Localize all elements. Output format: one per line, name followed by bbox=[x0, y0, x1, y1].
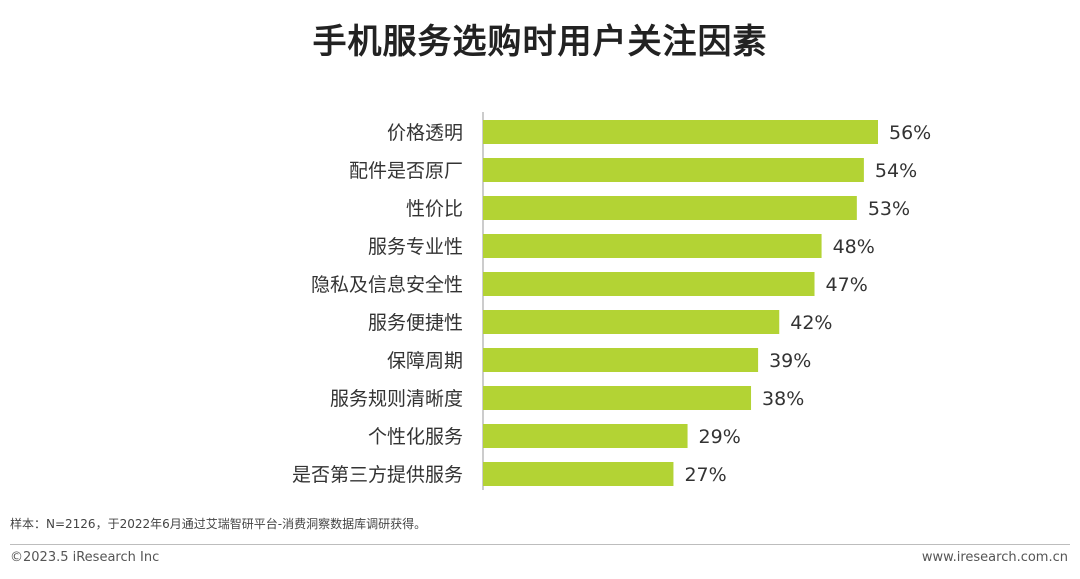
source-note: 样本：N=2126，于2022年6月通过艾瑞智研平台-消费洞察数据库调研获得。 bbox=[10, 517, 427, 531]
bar bbox=[483, 158, 864, 182]
value-label: 27% bbox=[684, 464, 726, 486]
bar bbox=[483, 462, 674, 486]
horizontal-bar-chart: 价格透明 56% 配件是否原厂 54% 性价比 53% 服务专业性 48% 隐私及信息安全性 47… bbox=[292, 112, 931, 490]
bar bbox=[483, 272, 815, 296]
category-label: 性价比 bbox=[406, 198, 463, 220]
category-label: 保障周期 bbox=[387, 350, 463, 372]
value-label: 54% bbox=[875, 160, 917, 182]
chart-title: 手机服务选购时用户关注因素 bbox=[312, 22, 768, 62]
category-label: 是否第三方提供服务 bbox=[292, 464, 463, 486]
bar bbox=[483, 310, 780, 334]
bar bbox=[483, 234, 822, 258]
bar bbox=[483, 424, 688, 448]
value-label: 29% bbox=[699, 426, 741, 448]
bar bbox=[483, 348, 759, 372]
footer-divider bbox=[10, 544, 1070, 545]
value-label: 48% bbox=[833, 236, 875, 258]
category-label: 价格透明 bbox=[387, 122, 463, 144]
value-label: 56% bbox=[889, 122, 931, 144]
category-label: 个性化服务 bbox=[368, 426, 463, 448]
bar bbox=[483, 120, 878, 144]
category-label: 配件是否原厂 bbox=[349, 160, 463, 182]
copyright-text: ©2023.5 iResearch Inc bbox=[10, 550, 160, 565]
value-label: 38% bbox=[762, 388, 804, 410]
website-link[interactable]: www.iresearch.com.cn bbox=[921, 550, 1068, 565]
value-label: 53% bbox=[868, 198, 910, 220]
category-label: 服务规则清晰度 bbox=[330, 388, 463, 410]
category-label: 隐私及信息安全性 bbox=[311, 274, 463, 296]
value-label: 39% bbox=[769, 350, 811, 372]
value-label: 42% bbox=[790, 312, 832, 334]
bar bbox=[483, 386, 752, 410]
category-label: 服务便捷性 bbox=[368, 312, 463, 334]
bar bbox=[483, 196, 857, 220]
value-label: 47% bbox=[826, 274, 868, 296]
category-label: 服务专业性 bbox=[368, 236, 463, 258]
